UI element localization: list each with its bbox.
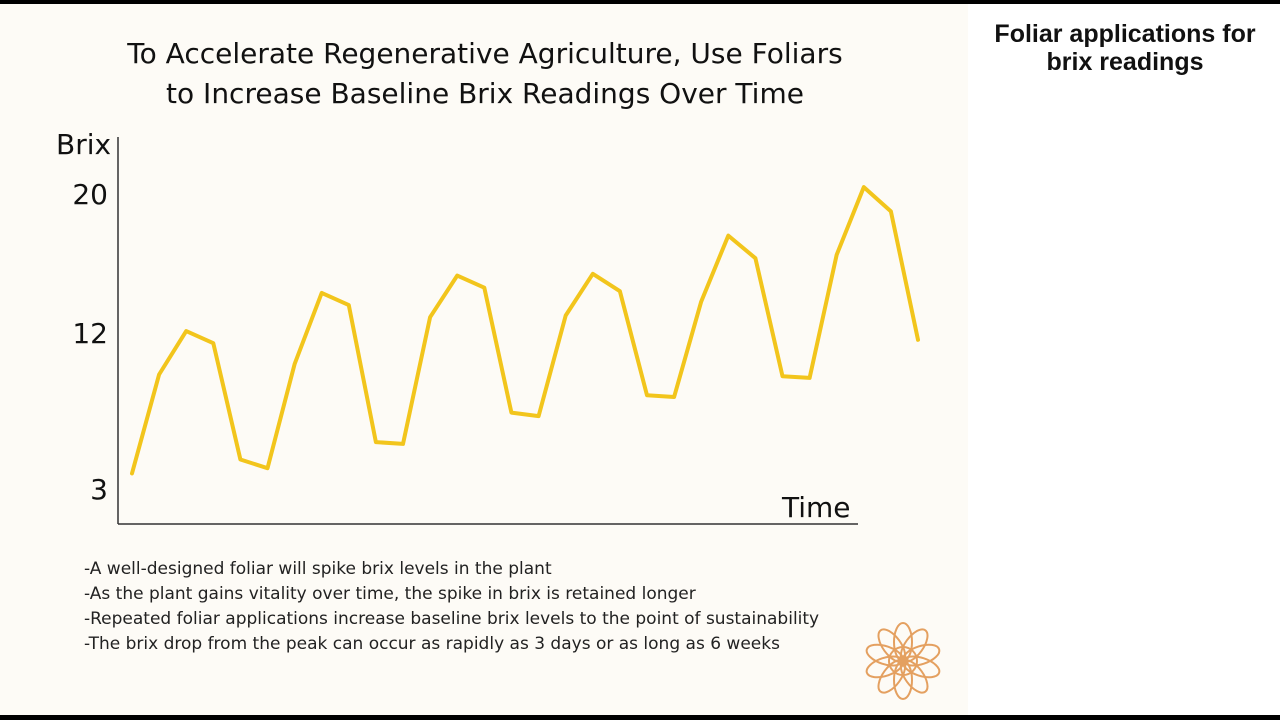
side-panel-title: Foliar applications for brix readings (975, 20, 1275, 76)
top-black-bar (0, 0, 1280, 4)
series-line (130, 185, 920, 476)
note-item: -A well-designed foliar will spike brix … (84, 559, 552, 579)
x-axis-label: Time (781, 491, 851, 524)
brix-line-chart: Brix Time 3 12 20 (56, 128, 920, 525)
y-tick-label: 20 (72, 178, 108, 211)
slide-title: To Accelerate Regenerative Agriculture, … (40, 34, 930, 114)
note-item: -The brix drop from the peak can occur a… (84, 634, 780, 654)
side-title-line-1: Foliar applications for (994, 20, 1256, 48)
side-title-line-2: brix readings (1046, 48, 1204, 76)
note-item: -Repeated foliar applications increase b… (84, 609, 820, 629)
bottom-black-bar (0, 715, 1280, 720)
flower-logo-icon (865, 622, 941, 700)
y-tick-label: 12 (72, 317, 108, 350)
slide-title-line-2: to Increase Baseline Brix Readings Over … (166, 77, 804, 110)
notes-list: -A well-designed foliar will spike brix … (84, 557, 854, 657)
logo-petal (877, 628, 907, 663)
logo-petal (893, 622, 913, 662)
note-item: -As the plant gains vitality over time, … (84, 584, 696, 604)
y-axis-label: Brix (56, 128, 111, 161)
y-tick-label: 3 (90, 473, 108, 506)
slide-title-line-1: To Accelerate Regenerative Agriculture, … (127, 37, 843, 70)
logo-petal (893, 660, 913, 700)
slide-panel: To Accelerate Regenerative Agriculture, … (0, 4, 968, 715)
